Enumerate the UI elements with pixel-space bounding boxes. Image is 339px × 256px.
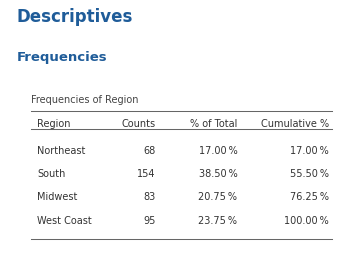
Text: Counts: Counts [122, 119, 156, 129]
Text: 23.75 %: 23.75 % [198, 216, 237, 226]
Text: 55.50 %: 55.50 % [290, 169, 329, 179]
Text: Northeast: Northeast [37, 146, 86, 156]
Text: 17.00 %: 17.00 % [290, 146, 329, 156]
Text: West Coast: West Coast [37, 216, 92, 226]
Text: 100.00 %: 100.00 % [284, 216, 329, 226]
Text: Frequencies: Frequencies [17, 51, 107, 64]
Text: 17.00 %: 17.00 % [199, 146, 237, 156]
Text: South: South [37, 169, 66, 179]
Text: 83: 83 [144, 192, 156, 202]
Text: % of Total: % of Total [190, 119, 237, 129]
Text: 76.25 %: 76.25 % [290, 192, 329, 202]
Text: 95: 95 [143, 216, 156, 226]
Text: 38.50 %: 38.50 % [199, 169, 237, 179]
Text: Midwest: Midwest [37, 192, 78, 202]
Text: 154: 154 [137, 169, 156, 179]
Text: Frequencies of Region: Frequencies of Region [31, 95, 138, 105]
Text: Cumulative %: Cumulative % [261, 119, 329, 129]
Text: Descriptives: Descriptives [17, 8, 133, 26]
Text: Region: Region [37, 119, 71, 129]
Text: 20.75 %: 20.75 % [198, 192, 237, 202]
Text: 68: 68 [144, 146, 156, 156]
